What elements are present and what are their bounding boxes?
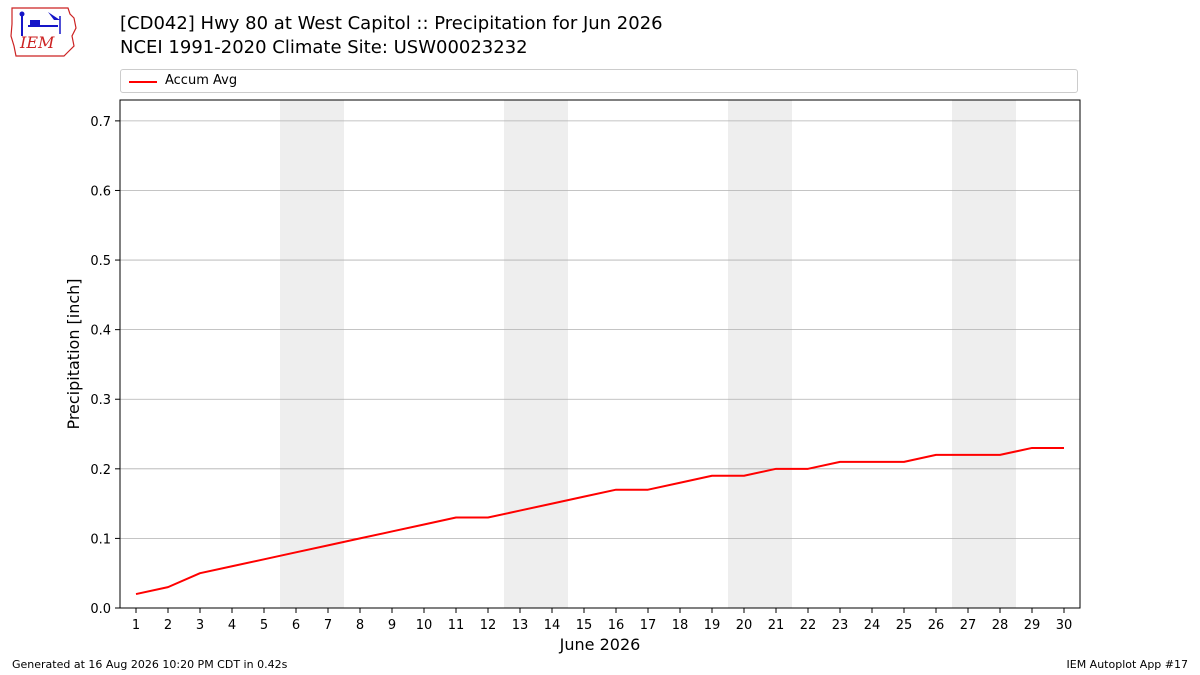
x-tick-label: 10 (416, 618, 433, 633)
x-tick-label: 16 (608, 618, 625, 633)
y-tick-label: 0.7 (90, 115, 111, 130)
x-tick-label: 26 (928, 618, 945, 633)
x-tick-label: 25 (896, 618, 913, 633)
iem-logo: IEM (8, 6, 80, 58)
x-tick-label: 3 (196, 618, 204, 633)
legend: Accum Avg (120, 69, 1078, 93)
weekend-band (952, 100, 984, 608)
x-tick-label: 4 (228, 618, 236, 633)
y-tick-label: 0.6 (90, 184, 111, 199)
weekend-band (312, 100, 344, 608)
x-tick-label: 9 (388, 618, 396, 633)
legend-swatch (129, 81, 157, 83)
weekend-band (536, 100, 568, 608)
x-tick-label: 23 (832, 618, 849, 633)
x-tick-label: 5 (260, 618, 268, 633)
plot-frame (119, 99, 1081, 609)
weekend-band (280, 100, 312, 608)
x-tick-label: 7 (324, 618, 332, 633)
weekend-band (728, 100, 760, 608)
x-tick-label: 12 (480, 618, 497, 633)
y-tick-label: 0.5 (90, 254, 111, 269)
weekend-band (760, 100, 792, 608)
x-tick-label: 30 (1056, 618, 1073, 633)
x-tick-label: 13 (512, 618, 529, 633)
y-tick-label: 0.0 (90, 602, 111, 617)
x-tick-label: 6 (292, 618, 300, 633)
logo-text: IEM (19, 33, 55, 52)
footer-generated: Generated at 16 Aug 2026 10:20 PM CDT in… (12, 658, 288, 671)
legend-label: Accum Avg (165, 73, 238, 88)
series-line-accum-avg (135, 446, 1064, 596)
chart-title: [CD042] Hwy 80 at West Capitol :: Precip… (120, 13, 663, 34)
x-tick-label: 15 (576, 618, 593, 633)
x-tick-label: 8 (356, 618, 364, 633)
x-tick-label: 2 (164, 618, 172, 633)
chart-subtitle: NCEI 1991-2020 Climate Site: USW00023232 (120, 37, 528, 58)
weekend-band (504, 100, 536, 608)
x-tick-label: 28 (992, 618, 1009, 633)
y-tick-label: 0.4 (90, 324, 111, 339)
weekend-band (984, 100, 1016, 608)
x-tick-label: 24 (864, 618, 881, 633)
y-tick-label: 0.2 (90, 463, 111, 478)
footer-app: IEM Autoplot App #17 (1066, 658, 1189, 671)
x-axis-label: June 2026 (559, 635, 641, 654)
x-tick-label: 1 (132, 618, 140, 633)
x-tick-label: 19 (704, 618, 721, 633)
x-tick-label: 29 (1024, 618, 1041, 633)
x-tick-label: 27 (960, 618, 977, 633)
x-tick-label: 17 (640, 618, 657, 633)
x-tick-label: 22 (800, 618, 817, 633)
x-tick-label: 14 (544, 618, 561, 633)
x-tick-label: 11 (448, 618, 465, 633)
y-tick-label: 0.3 (90, 393, 111, 408)
x-tick-label: 20 (736, 618, 753, 633)
y-axis-label: Precipitation [inch] (64, 278, 83, 429)
y-tick-label: 0.1 (90, 532, 111, 547)
x-tick-label: 21 (768, 618, 785, 633)
x-tick-label: 18 (672, 618, 689, 633)
